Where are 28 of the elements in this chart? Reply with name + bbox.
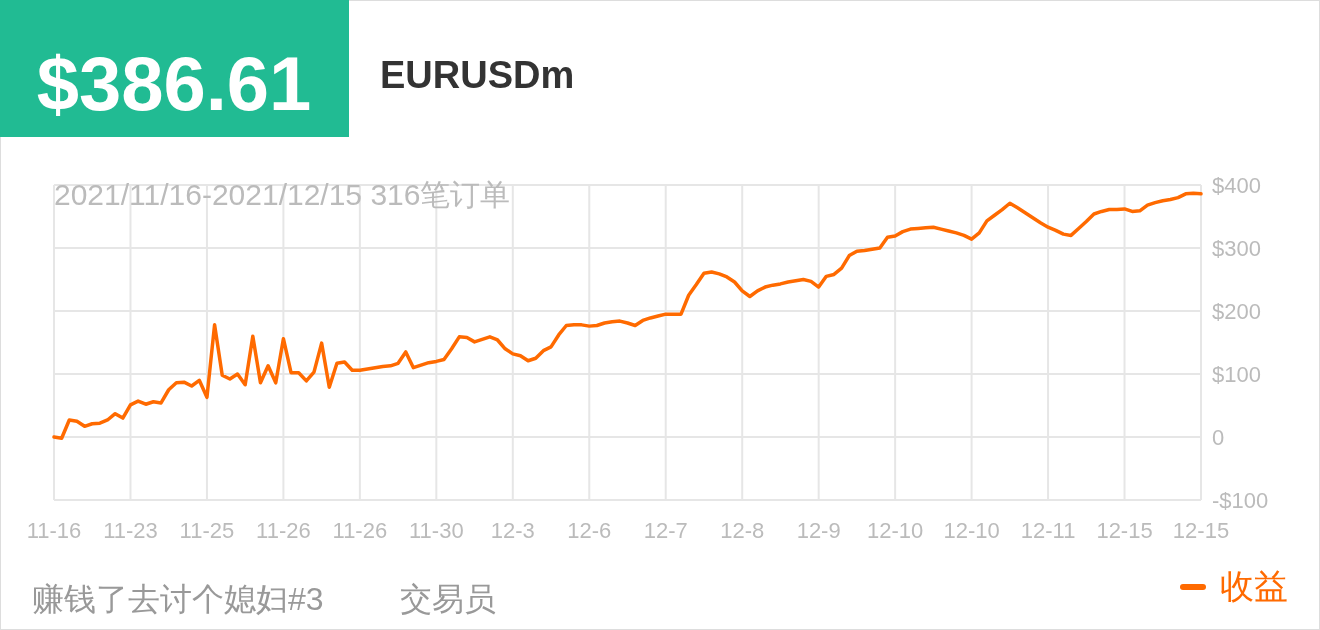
- x-tick-label: 12-15: [1096, 518, 1153, 543]
- x-tick-label: 12-10: [943, 518, 1000, 543]
- x-tick-label: 11-23: [103, 518, 158, 543]
- x-tick-label: 12-9: [796, 518, 841, 543]
- y-tick-label: $300: [1212, 236, 1261, 261]
- y-tick-label: $200: [1212, 299, 1261, 324]
- y-tick-label: -$100: [1212, 488, 1269, 513]
- text: 赚钱了去讨个媳妇#3: [32, 581, 324, 617]
- x-tick-label: 11-26: [332, 518, 388, 543]
- x-tick-label: 12-7: [643, 518, 688, 543]
- legend-label: 收益: [1220, 567, 1288, 605]
- text: $386.61: [36, 41, 312, 126]
- x-tick-label: 11-16: [26, 518, 82, 543]
- x-tick-label: 12-6: [567, 518, 612, 543]
- x-tick-label: 11-26: [256, 518, 311, 543]
- x-tick-label: 12-10: [866, 518, 924, 543]
- x-tick-label: 12-3: [490, 518, 535, 543]
- x-tick-label: 11-30: [409, 518, 464, 543]
- x-tick-label: 12-15: [1172, 518, 1230, 543]
- x-tick-label: 12-8: [720, 518, 765, 543]
- text: 交易员: [400, 581, 496, 617]
- chart-subtitle: 2021/11/16-2021/12/15 316笔订单: [54, 178, 511, 211]
- y-tick-label: $400: [1212, 173, 1261, 198]
- chart-title: EURUSDm: [380, 54, 575, 96]
- y-tick-label: $100: [1212, 362, 1261, 387]
- x-tick-label: 11-25: [179, 518, 235, 543]
- y-tick-label: 0: [1212, 425, 1225, 450]
- x-tick-label: 12-11: [1020, 518, 1076, 543]
